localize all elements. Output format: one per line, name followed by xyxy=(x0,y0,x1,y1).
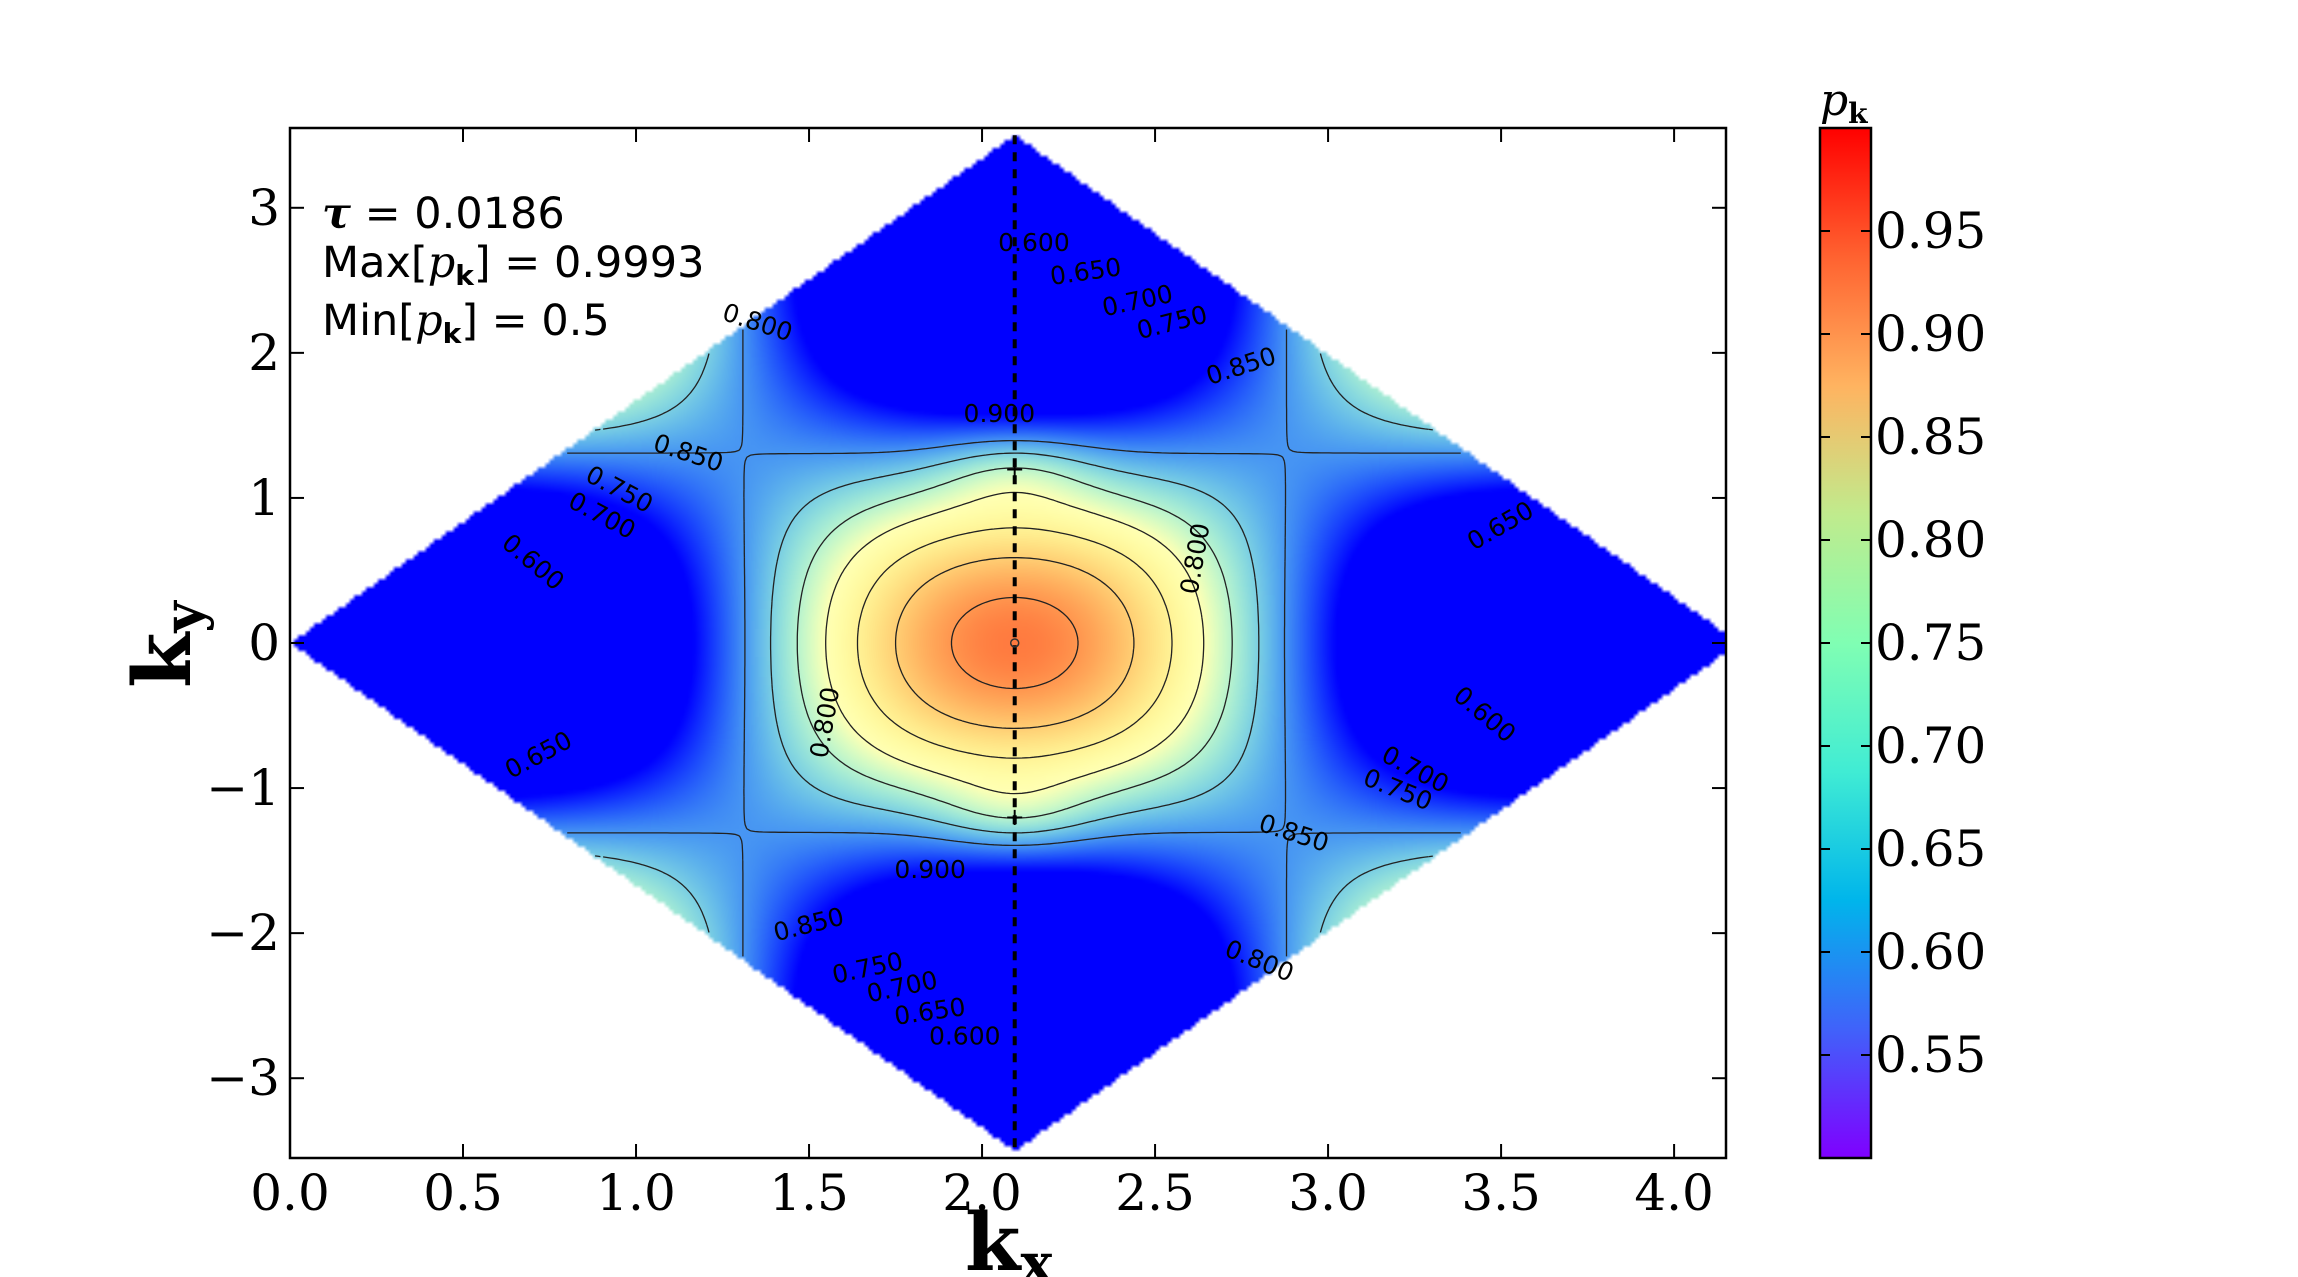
heatmap-image xyxy=(290,128,1726,1158)
max-point-marker-0: + xyxy=(1005,455,1025,483)
y-axis-ticks: 3 2 1 0 −1 −2 −3 xyxy=(206,179,1726,1107)
contour-label-0: 0.600 xyxy=(998,228,1070,257)
min-annotation: Min[pk] = 0.5 xyxy=(322,296,610,350)
y-tick-label-0: 3 xyxy=(248,179,280,237)
y-tick-label-6: −3 xyxy=(206,1049,280,1107)
colorbar-ticks: 0.95 0.90 0.85 0.80 0.75 0.70 0.65 0.60 0.55 xyxy=(1820,202,1986,1084)
contour-line-5 xyxy=(894,556,1135,730)
center-point-marker xyxy=(1009,638,1020,648)
x-tick-label-1: 0.5 xyxy=(423,1164,503,1222)
marker-points: ++ xyxy=(1005,455,1025,831)
contour-lines xyxy=(567,329,1461,957)
x-tick-label-0: 0.0 xyxy=(250,1164,330,1222)
x-tick-label-5: 2.5 xyxy=(1115,1164,1195,1222)
colorbar-tick-label-7: 0.60 xyxy=(1875,923,1986,981)
y-tick-label-4: −1 xyxy=(206,759,280,817)
y-tick-label-5: −2 xyxy=(206,904,280,962)
contour-line-1 xyxy=(595,353,1433,933)
annotation-block: τ = 0.0186 Max[pk] = 0.9993 Min[pk] = 0.… xyxy=(322,189,704,350)
x-tick-label-6: 3.0 xyxy=(1288,1164,1368,1222)
contour-label-25: 0.600 xyxy=(929,1022,1001,1051)
y-tick-label-3: 0 xyxy=(248,614,280,672)
colorbar-tick-label-1: 0.90 xyxy=(1875,305,1986,363)
x-axis-label: kx xyxy=(965,1195,1053,1277)
x-tick-label-8: 4.0 xyxy=(1634,1164,1714,1222)
contour-label-6: 0.900 xyxy=(964,399,1036,428)
y-tick-label-2: 1 xyxy=(248,469,280,527)
max-annotation: Max[pk] = 0.9993 xyxy=(322,238,704,292)
y-tick-label-1: 2 xyxy=(248,324,280,382)
colorbar-title: pk xyxy=(1820,75,1868,130)
colorbar-tick-label-5: 0.70 xyxy=(1875,717,1986,775)
x-tick-label-7: 3.5 xyxy=(1461,1164,1541,1222)
contour-line-3 xyxy=(825,491,1205,795)
x-tick-label-4: 2.0 xyxy=(942,1164,1022,1222)
x-tick-label-3: 1.5 xyxy=(769,1164,849,1222)
contour-line-0 xyxy=(567,329,1461,957)
contour-line-4 xyxy=(856,527,1173,759)
x-axis-ticks: 0.0 0.5 1.0 1.5 2.0 2.5 3.0 3.5 4.0 xyxy=(250,128,1714,1222)
y-axis-label: ky xyxy=(115,600,215,688)
colorbar-tick-label-2: 0.85 xyxy=(1875,408,1986,466)
contour-line-2 xyxy=(796,467,1233,819)
max-point-marker-1: + xyxy=(1005,803,1025,831)
contour-line-6 xyxy=(950,596,1079,690)
colorbar-tick-label-8: 0.55 xyxy=(1875,1026,1986,1084)
colorbar-tick-label-3: 0.80 xyxy=(1875,511,1986,569)
colorbar-tick-label-6: 0.65 xyxy=(1875,820,1986,878)
contour-label-19: 0.900 xyxy=(894,855,966,884)
colorbar-tick-label-0: 0.95 xyxy=(1875,202,1986,260)
colorbar-tick-label-4: 0.75 xyxy=(1875,614,1986,672)
tau-annotation: τ = 0.0186 xyxy=(322,189,565,239)
x-tick-label-2: 1.0 xyxy=(596,1164,676,1222)
